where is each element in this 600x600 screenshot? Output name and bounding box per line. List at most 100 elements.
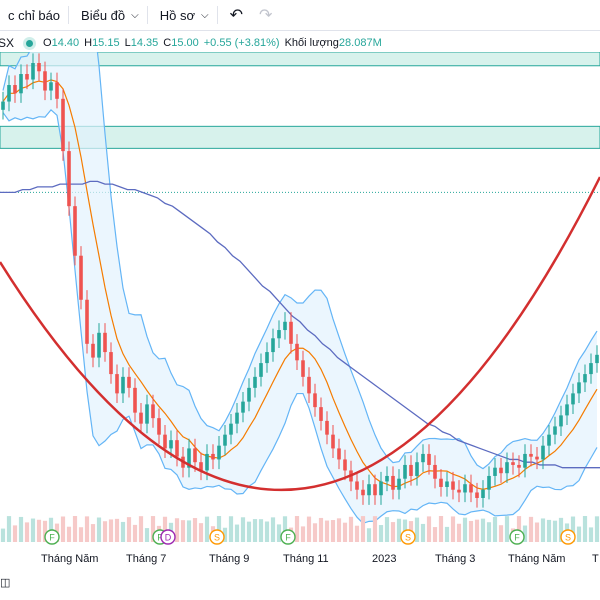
top-toolbar: c chỉ báo Biểu đồ ⌵ Hồ sơ ⌵ ↶ ↷	[0, 0, 600, 31]
candle-body	[37, 63, 41, 72]
candle-body	[535, 456, 539, 460]
x-axis-label: Tháng Năm	[41, 553, 99, 565]
high-key: H	[84, 37, 93, 49]
volume-bar	[246, 521, 252, 542]
candle-body	[193, 448, 197, 463]
event-marker-split	[209, 529, 225, 545]
volume-bar	[444, 526, 450, 542]
candle-body	[559, 415, 563, 427]
candle-body	[25, 74, 29, 80]
candle-body	[553, 426, 557, 435]
volume-bar	[90, 524, 96, 542]
market-status-dot	[26, 39, 34, 47]
candle-body	[451, 481, 455, 490]
chart-type-button[interactable]: Biểu đồ ⌵	[69, 0, 147, 30]
symbol-label[interactable]: SX	[0, 36, 15, 50]
candle-body	[235, 412, 239, 424]
volume-bar	[324, 520, 330, 542]
volume-bar	[558, 517, 564, 542]
volume-bar	[84, 516, 90, 542]
event-marker-financial	[280, 529, 296, 545]
candle-body	[121, 376, 125, 394]
long-moving-average-line	[0, 180, 600, 469]
candle-body	[337, 448, 341, 460]
candle-body	[493, 467, 497, 476]
candle-body	[145, 404, 149, 424]
candle-body	[403, 464, 407, 479]
candle-body	[499, 467, 503, 474]
candle-body	[1, 101, 5, 110]
candle-body	[541, 445, 545, 460]
volume-bar	[306, 516, 312, 542]
candle-body	[61, 98, 65, 152]
event-marker-label: F	[157, 533, 163, 543]
candle-body	[283, 321, 287, 331]
volume-bar	[366, 528, 372, 542]
toolbar-divider	[68, 6, 70, 24]
volume-bar	[432, 527, 438, 542]
volume-bar	[72, 516, 78, 542]
volume-bar	[360, 516, 366, 542]
candle-body	[325, 420, 329, 435]
candle-body	[289, 321, 293, 344]
volume-bar	[252, 519, 258, 542]
open-value: 14.40	[51, 37, 80, 49]
candle-body	[529, 453, 533, 457]
volume-bar	[504, 516, 510, 542]
volume-bar	[534, 522, 540, 542]
redo-icon[interactable]: ↷	[259, 7, 273, 24]
volume-bar	[348, 516, 354, 542]
volume-bar	[378, 525, 384, 542]
candle-body	[109, 352, 113, 375]
candle-body	[253, 376, 257, 388]
volume-bar	[132, 524, 138, 542]
candle-body	[229, 423, 233, 435]
volume-bar	[0, 528, 6, 542]
candle-body	[547, 434, 551, 446]
profile-button[interactable]: Hồ sơ ⌵	[148, 0, 217, 30]
volume-bar	[222, 527, 228, 542]
volume-bar	[498, 525, 504, 542]
candle-body	[409, 464, 413, 476]
candle-body	[469, 484, 473, 493]
candle-body	[265, 352, 269, 364]
candle-body	[505, 462, 509, 474]
candle-body	[367, 484, 371, 496]
close-value: 15.00	[171, 37, 199, 49]
candle-body	[55, 82, 59, 99]
candle-body	[91, 343, 95, 358]
volume-bar	[126, 517, 132, 542]
candle-body	[445, 481, 449, 487]
volume-bar	[258, 519, 264, 542]
volume-bar	[330, 520, 336, 542]
volume-bar	[426, 516, 432, 542]
volume-bar	[18, 516, 24, 542]
candle-body	[385, 475, 389, 482]
volume-bar	[276, 524, 282, 542]
indicators-button[interactable]: c chỉ báo	[0, 0, 68, 30]
change-value: +0.55 (+3.81%)	[203, 37, 280, 49]
volume-bar	[462, 517, 468, 542]
candle-body	[379, 481, 383, 496]
calendar-icon[interactable]: ◫	[0, 577, 11, 589]
candle-body	[589, 363, 593, 375]
event-marker-label: S	[405, 533, 411, 543]
moving-average-line	[2, 79, 598, 490]
volume-bar	[552, 520, 558, 542]
candle-body	[313, 393, 317, 408]
volume-bar	[570, 516, 576, 542]
volume-bar	[12, 525, 18, 542]
candle-body	[7, 85, 11, 102]
candle-body	[391, 475, 395, 490]
volume-bar	[102, 521, 108, 542]
close-key: C	[163, 37, 172, 49]
candle-body	[19, 74, 23, 94]
volume-bar	[438, 516, 444, 542]
candle-body	[211, 453, 215, 460]
candle-body	[511, 462, 515, 465]
volume-bar	[66, 526, 72, 542]
volume-bar	[150, 516, 156, 542]
volume-bar	[312, 523, 318, 542]
undo-icon[interactable]: ↶	[229, 7, 243, 24]
